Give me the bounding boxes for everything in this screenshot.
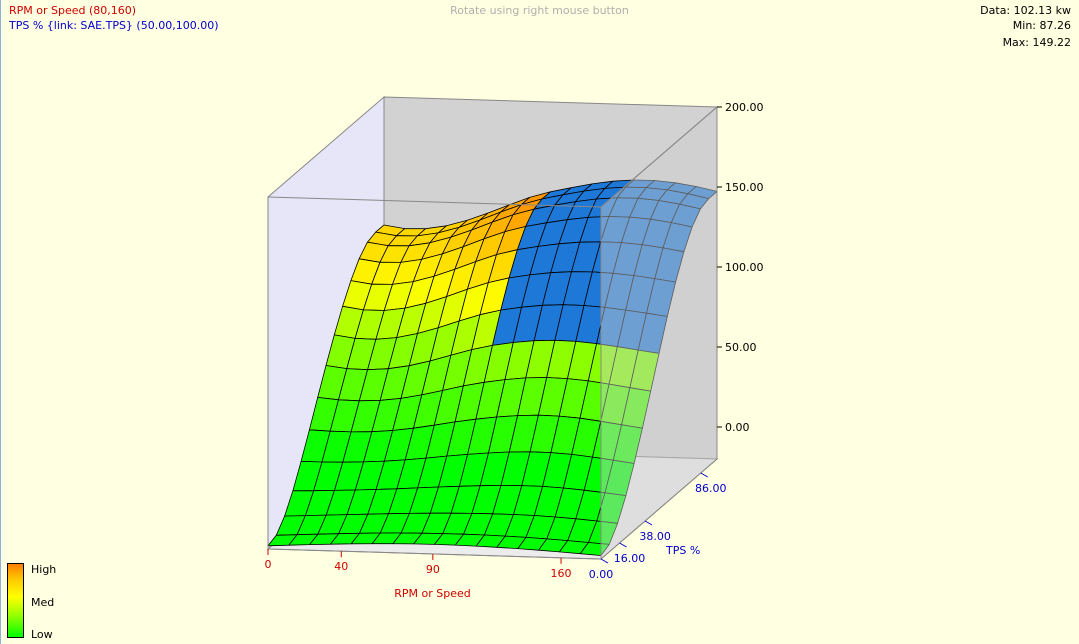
z-tick-label: 0.00 (725, 421, 750, 434)
x-axis-selection-info: RPM or Speed (80,160) (9, 4, 137, 17)
window-left-border (0, 0, 1, 644)
surface-mesh (267, 179, 718, 556)
x-axis-label: RPM or Speed (394, 587, 471, 600)
y-tick (600, 558, 609, 564)
x-tick-label: 40 (334, 560, 348, 573)
data-value: Data: 102.13 kw (980, 4, 1071, 17)
z-tick-label: 100.00 (725, 261, 764, 274)
z-tick-label: 150.00 (725, 181, 764, 194)
y-axis-selection-info: TPS % {link: SAE.TPS} (50.00,100.00) (9, 19, 219, 32)
legend-low-label: Low (31, 628, 53, 641)
y-axis-label: TPS % (665, 544, 700, 557)
x-tick-label: 0 (265, 558, 272, 571)
y-tick-label: 0.00 (589, 568, 614, 581)
y-tick-label: 16.00 (614, 552, 646, 565)
x-tick-label: 90 (426, 563, 440, 576)
chart-box-front (267, 105, 718, 561)
surface-cell (579, 542, 610, 556)
color-scale-bar (7, 563, 24, 638)
top-edge (267, 106, 718, 208)
front-bottom-edge (267, 548, 602, 560)
legend-high-label: High (31, 563, 57, 576)
y-tick-label: 86.00 (695, 482, 727, 495)
z-tick-label: 200.00 (725, 101, 764, 114)
max-value: Max: 149.22 (1002, 36, 1071, 49)
min-value: Min: 87.26 (1012, 19, 1071, 32)
rotate-hint: Rotate using right mouse button (450, 4, 629, 17)
y-tick (619, 542, 627, 548)
y-tick (700, 472, 709, 478)
y-tick (644, 520, 653, 526)
legend-med-label: Med (31, 596, 55, 609)
x-tick-label: 160 (551, 567, 572, 580)
y-tick-label: 38.00 (639, 530, 671, 543)
z-tick-label: 50.00 (725, 341, 757, 354)
